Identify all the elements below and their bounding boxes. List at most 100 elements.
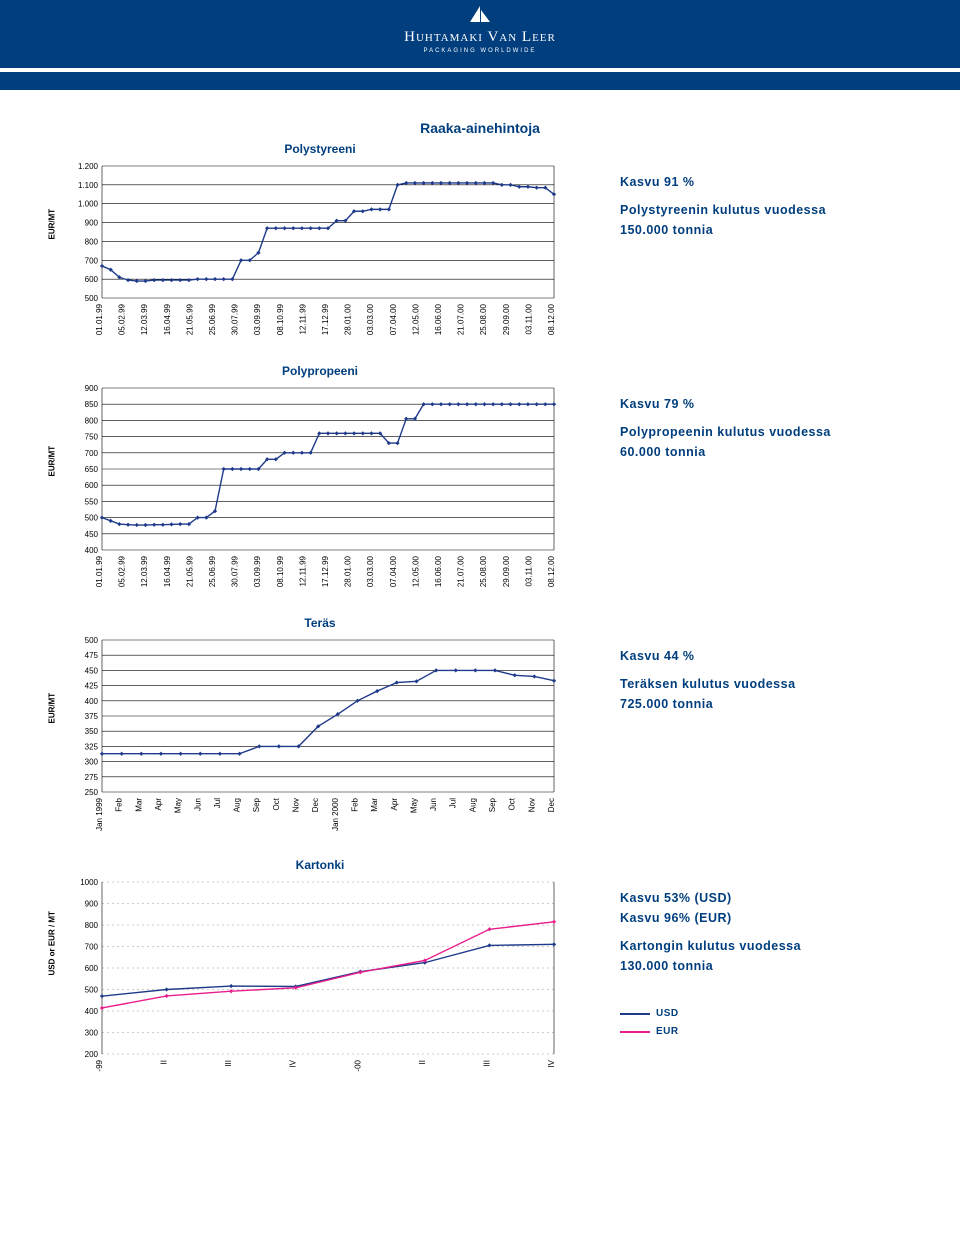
fact-amount: 60.000 tonnia	[620, 442, 900, 462]
svg-text:250: 250	[85, 788, 99, 797]
svg-text:400: 400	[85, 546, 99, 555]
facts-steel: Kasvu 44 % Teräksen kulutus vuodessa 725…	[580, 616, 900, 714]
svg-text:17.12.99: 17.12.99	[321, 555, 330, 587]
svg-text:Apr: Apr	[154, 798, 163, 811]
svg-text:Aug: Aug	[468, 798, 477, 812]
svg-text:08.10.99: 08.10.99	[276, 555, 285, 587]
svg-text:450: 450	[85, 666, 99, 675]
svg-text:05.02.99: 05.02.99	[118, 555, 127, 587]
svg-text:800: 800	[85, 237, 99, 246]
svg-text:550: 550	[85, 497, 99, 506]
svg-text:Aug: Aug	[233, 798, 242, 812]
svg-text:25.08.00: 25.08.00	[479, 303, 488, 335]
svg-text:Feb: Feb	[350, 797, 359, 811]
chart-polypropylene-title: Polypropeeni	[60, 364, 580, 378]
legend-eur: EUR	[620, 1024, 900, 1040]
svg-text:Dec: Dec	[547, 798, 556, 812]
svg-text:Sep: Sep	[488, 797, 497, 812]
svg-text:12.05.00: 12.05.00	[411, 555, 420, 587]
logo: Huhtamaki Van Leer PACKAGING WORLDWIDE	[404, 6, 556, 54]
svg-text:16.04.99: 16.04.99	[163, 555, 172, 587]
svg-text:900: 900	[85, 900, 99, 909]
legend-usd-swatch	[620, 1013, 650, 1015]
svg-text:28.01.00: 28.01.00	[344, 555, 353, 587]
chart-polypropylene-block: Polypropeeni EUR/MT 40045050055060065070…	[60, 364, 900, 592]
svg-text:325: 325	[85, 742, 99, 751]
svg-text:Jun: Jun	[429, 798, 438, 811]
svg-text:21.05.99: 21.05.99	[185, 303, 194, 335]
svg-text:Mar: Mar	[370, 798, 379, 812]
svg-text:400: 400	[85, 1007, 99, 1016]
legend-eur-label: EUR	[656, 1024, 679, 1040]
facts-polypropylene: Kasvu 79 % Polypropeenin kulutus vuodess…	[580, 364, 900, 462]
svg-text:500: 500	[85, 986, 99, 995]
svg-text:500: 500	[85, 294, 99, 303]
svg-text:300: 300	[85, 1029, 99, 1038]
svg-text:16.04.99: 16.04.99	[163, 303, 172, 335]
svg-text:01.01.99: 01.01.99	[95, 303, 104, 335]
svg-text:29.09.00: 29.09.00	[502, 555, 511, 587]
svg-text:IV: IV	[289, 1059, 298, 1067]
svg-text:07.04.00: 07.04.00	[389, 555, 398, 587]
chart-board: 2003004005006007008009001000-99IIIIIIV-0…	[60, 876, 560, 1096]
logo-sail-icon	[468, 6, 492, 24]
svg-text:Jul: Jul	[213, 798, 222, 808]
sub-bar	[0, 72, 960, 90]
svg-text:1000: 1000	[80, 878, 98, 887]
svg-text:03.11.00: 03.11.00	[524, 303, 533, 334]
svg-text:200: 200	[85, 1050, 99, 1059]
svg-text:-00: -00	[353, 1059, 362, 1071]
svg-text:1.000: 1.000	[78, 200, 99, 209]
svg-text:Apr: Apr	[390, 798, 399, 811]
svg-text:Jun: Jun	[193, 798, 202, 811]
svg-text:07.04.00: 07.04.00	[389, 303, 398, 335]
chart-steel-block: Teräs EUR/MT 250275300325350375400425450…	[60, 616, 900, 834]
svg-text:28.01.00: 28.01.00	[344, 303, 353, 335]
chart-board-block: Kartonki USD or EUR / MT 200300400500600…	[60, 858, 900, 1096]
facts-polystyrene: Kasvu 91 % Polystyreenin kulutus vuodess…	[580, 142, 900, 240]
svg-text:475: 475	[85, 651, 99, 660]
svg-text:650: 650	[85, 465, 99, 474]
svg-text:III: III	[224, 1060, 233, 1067]
svg-text:500: 500	[85, 514, 99, 523]
svg-text:III: III	[482, 1060, 491, 1067]
fact-amount: 130.000 tonnia	[620, 956, 900, 976]
legend: USD EUR	[620, 1006, 900, 1040]
brand-name: Huhtamaki Van Leer	[404, 29, 556, 46]
svg-text:May: May	[174, 798, 183, 813]
svg-text:16.06.00: 16.06.00	[434, 555, 443, 587]
fact-growth: Kasvu 79 %	[620, 394, 900, 414]
chart-board-ylabel: USD or EUR / MT	[48, 911, 57, 975]
svg-text:1.100: 1.100	[78, 181, 99, 190]
fact-consumption: Polystyreenin kulutus vuodessa	[620, 200, 900, 220]
svg-text:500: 500	[85, 636, 99, 645]
chart-polystyrene: 5006007008009001.0001.1001.20001.01.9905…	[60, 160, 560, 340]
svg-text:750: 750	[85, 433, 99, 442]
svg-text:25.06.99: 25.06.99	[208, 555, 217, 587]
svg-text:21.07.00: 21.07.00	[457, 303, 466, 335]
svg-text:Feb: Feb	[115, 797, 124, 811]
svg-text:25.06.99: 25.06.99	[208, 303, 217, 335]
svg-text:01.01.99: 01.01.99	[95, 555, 104, 587]
svg-text:375: 375	[85, 712, 99, 721]
svg-text:Dec: Dec	[311, 798, 320, 812]
svg-text:Jan 2000: Jan 2000	[331, 797, 340, 830]
fact-consumption: Teräksen kulutus vuodessa	[620, 674, 900, 694]
svg-text:450: 450	[85, 530, 99, 539]
chart-steel: 250275300325350375400425450475500Jan 199…	[60, 634, 560, 834]
fact-amount: 150.000 tonnia	[620, 220, 900, 240]
svg-text:600: 600	[85, 481, 99, 490]
svg-text:03.03.00: 03.03.00	[366, 303, 375, 335]
svg-text:IV: IV	[547, 1059, 556, 1067]
svg-text:12.03.99: 12.03.99	[140, 555, 149, 587]
svg-text:May: May	[409, 798, 418, 813]
svg-text:600: 600	[85, 275, 99, 284]
svg-text:II: II	[418, 1060, 427, 1064]
svg-text:Jul: Jul	[449, 798, 458, 808]
page-title: Raaka-ainehintoja	[60, 120, 900, 136]
chart-polystyrene-ylabel: EUR/MT	[48, 209, 57, 240]
svg-text:12.11.99: 12.11.99	[298, 303, 307, 334]
svg-text:400: 400	[85, 697, 99, 706]
svg-text:16.06.00: 16.06.00	[434, 303, 443, 335]
chart-polypropylene: 40045050055060065070075080085090001.01.9…	[60, 382, 560, 592]
